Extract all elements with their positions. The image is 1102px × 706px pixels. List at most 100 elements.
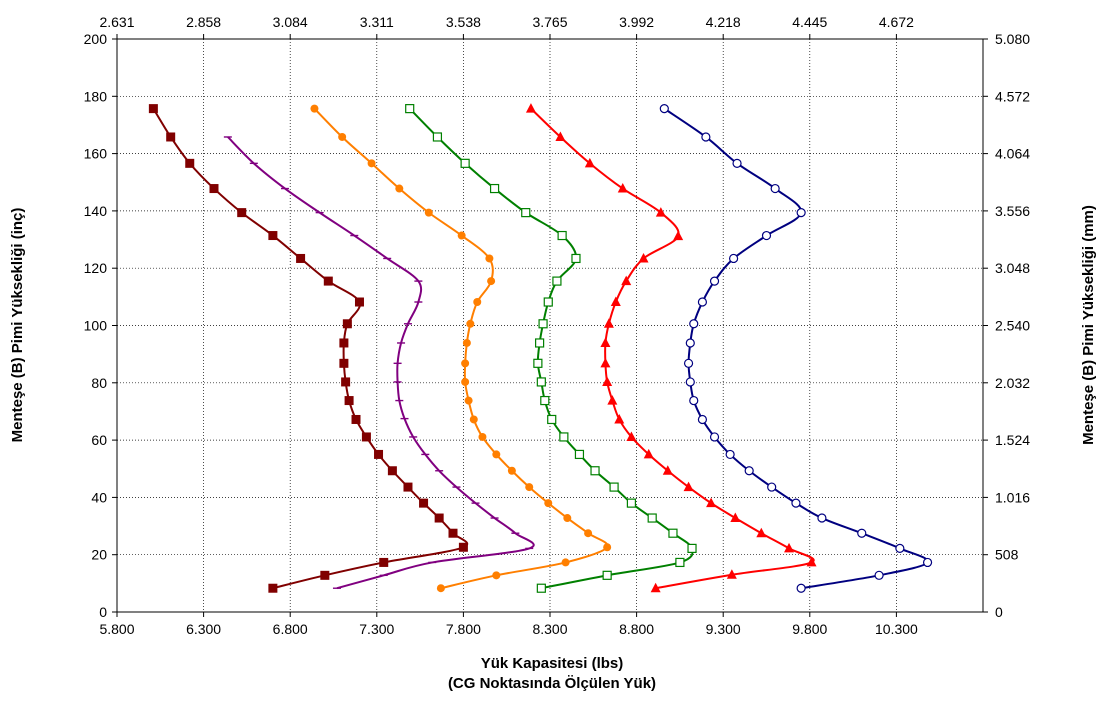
- data-point: [341, 377, 351, 387]
- data-point: [461, 377, 470, 386]
- x-tick-label: 7.800: [446, 621, 481, 637]
- data-point: [544, 499, 553, 508]
- data-point: [730, 512, 741, 523]
- x-tick-label: 8.300: [532, 621, 567, 637]
- data-point: [310, 104, 319, 113]
- data-point: [424, 208, 433, 217]
- data-point: [538, 319, 548, 329]
- data-point: [379, 557, 389, 567]
- data-point: [436, 584, 445, 593]
- data-point: [602, 376, 613, 386]
- data-point: [469, 415, 478, 424]
- data-point: [492, 450, 501, 459]
- series-line: [663, 107, 929, 590]
- data-point: [338, 132, 347, 141]
- x2-tick-label: 4.672: [879, 14, 914, 30]
- y-axis-label: Menteşe (B) Pimi Yüksekliği (inç): [9, 208, 26, 443]
- data-point: [571, 253, 581, 264]
- data-series: [148, 103, 933, 593]
- data-point: [185, 158, 195, 168]
- data-point: [590, 466, 600, 476]
- data-point: [683, 358, 694, 368]
- data-point: [756, 527, 767, 538]
- x-tick-label: 10.300: [875, 621, 918, 637]
- data-point: [701, 132, 711, 142]
- data-point: [536, 583, 546, 593]
- y-tick-label: 40: [91, 489, 107, 505]
- data-point: [547, 414, 557, 425]
- data-point: [874, 570, 884, 580]
- data-point: [643, 448, 654, 459]
- series-5: [525, 103, 817, 593]
- data-point: [492, 571, 501, 580]
- data-point: [668, 528, 678, 538]
- data-point: [555, 131, 566, 141]
- data-point: [895, 543, 905, 553]
- data-point: [457, 231, 466, 240]
- y2-tick-label: 3.556: [995, 203, 1030, 219]
- y2-tick-label: 1.524: [995, 432, 1030, 448]
- y2-tick-label: 3.048: [995, 260, 1030, 276]
- x2-tick-label: 3.765: [532, 14, 567, 30]
- y2-tick-label: 4.572: [995, 88, 1030, 104]
- data-point: [557, 230, 567, 241]
- y2-tick-label: 2.540: [995, 318, 1030, 334]
- y2-tick-label: 5.080: [995, 31, 1030, 47]
- series-line: [530, 107, 815, 590]
- data-point: [675, 557, 685, 568]
- data-point: [268, 231, 278, 241]
- y2-tick-label: 4.064: [995, 146, 1030, 162]
- data-point: [770, 183, 780, 194]
- y-tick-label: 120: [84, 260, 108, 276]
- data-point: [697, 297, 708, 307]
- data-point: [689, 395, 699, 406]
- data-point: [466, 319, 475, 328]
- data-point: [725, 449, 735, 460]
- series-1: [148, 104, 469, 593]
- data-point: [602, 570, 612, 580]
- series-2: [223, 136, 535, 590]
- data-point: [647, 513, 657, 523]
- data-point: [237, 208, 247, 218]
- data-point: [374, 449, 384, 459]
- data-point: [432, 132, 443, 142]
- data-point: [709, 432, 720, 442]
- x2-tick-label: 2.858: [186, 14, 221, 30]
- data-point: [584, 157, 595, 168]
- y-tick-label: 100: [84, 318, 108, 334]
- data-point: [487, 277, 496, 286]
- data-point: [561, 558, 570, 567]
- data-point: [540, 395, 550, 406]
- x-tick-label: 9.800: [792, 621, 827, 637]
- data-point: [683, 481, 694, 492]
- data-point: [659, 104, 669, 114]
- data-point: [458, 542, 468, 552]
- data-point: [621, 275, 632, 286]
- data-point: [796, 583, 806, 593]
- series-line: [152, 108, 469, 590]
- x2-tick-label: 4.445: [792, 14, 827, 30]
- data-point: [784, 542, 795, 553]
- data-point: [791, 498, 801, 508]
- data-point: [650, 582, 661, 593]
- y2-tick-label: 508: [995, 547, 1019, 563]
- data-point: [584, 529, 593, 538]
- x-tick-label: 8.800: [619, 621, 654, 637]
- data-point: [419, 498, 429, 508]
- data-point: [395, 184, 404, 193]
- data-point: [857, 528, 867, 538]
- data-point: [536, 377, 546, 387]
- series-3: [310, 104, 612, 593]
- data-point: [600, 357, 611, 368]
- data-point: [806, 556, 817, 567]
- data-point: [148, 104, 158, 114]
- data-point: [709, 276, 720, 286]
- data-point: [559, 432, 569, 442]
- data-point: [543, 297, 553, 307]
- data-point: [320, 570, 330, 580]
- data-point: [209, 184, 219, 194]
- y-tick-label: 80: [91, 375, 107, 391]
- data-point: [473, 298, 482, 307]
- y-tick-label: 140: [84, 203, 108, 219]
